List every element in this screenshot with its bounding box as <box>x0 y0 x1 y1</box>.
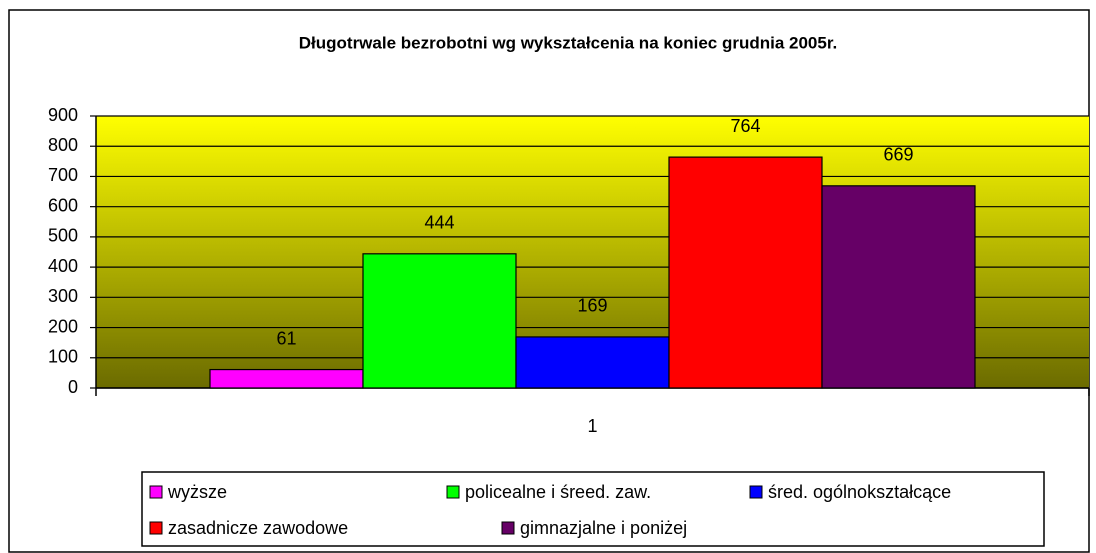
y-tick-label: 500 <box>48 226 78 246</box>
legend-label: zasadnicze zawodowe <box>168 518 348 538</box>
legend-swatch <box>749 485 763 499</box>
chart-title: Długotrwale bezrobotni wg wykształcenia … <box>299 33 837 52</box>
data-label: 169 <box>577 296 607 316</box>
bar <box>362 253 517 389</box>
legend-label: wyższe <box>167 482 227 502</box>
legend-swatch <box>501 521 515 535</box>
y-tick-label: 0 <box>68 377 78 397</box>
legend-swatch <box>149 521 163 535</box>
legend-swatch <box>149 485 163 499</box>
y-tick-label: 900 <box>48 105 78 125</box>
y-tick-label: 600 <box>48 195 78 215</box>
data-label: 444 <box>424 213 454 233</box>
legend-swatch <box>446 485 460 499</box>
data-label: 669 <box>883 145 913 165</box>
legend-box <box>141 471 1045 547</box>
y-tick-label: 200 <box>48 316 78 336</box>
data-label: 764 <box>730 116 760 136</box>
legend-label: śred. ogólnokształcące <box>768 482 951 502</box>
legend-label: gimnazjalne i poniżej <box>520 518 687 538</box>
y-tick-label: 300 <box>48 286 78 306</box>
y-tick-label: 400 <box>48 256 78 276</box>
data-label: 61 <box>276 328 296 348</box>
y-tick-label: 800 <box>48 135 78 155</box>
legend-label: policealne i śreed. zaw. <box>465 482 651 502</box>
bar <box>515 336 670 389</box>
y-tick-label: 100 <box>48 347 78 367</box>
x-tick-label: 1 <box>587 416 597 436</box>
bar <box>668 156 823 389</box>
y-tick-label: 700 <box>48 165 78 185</box>
bar <box>209 368 364 389</box>
bar <box>821 185 976 389</box>
